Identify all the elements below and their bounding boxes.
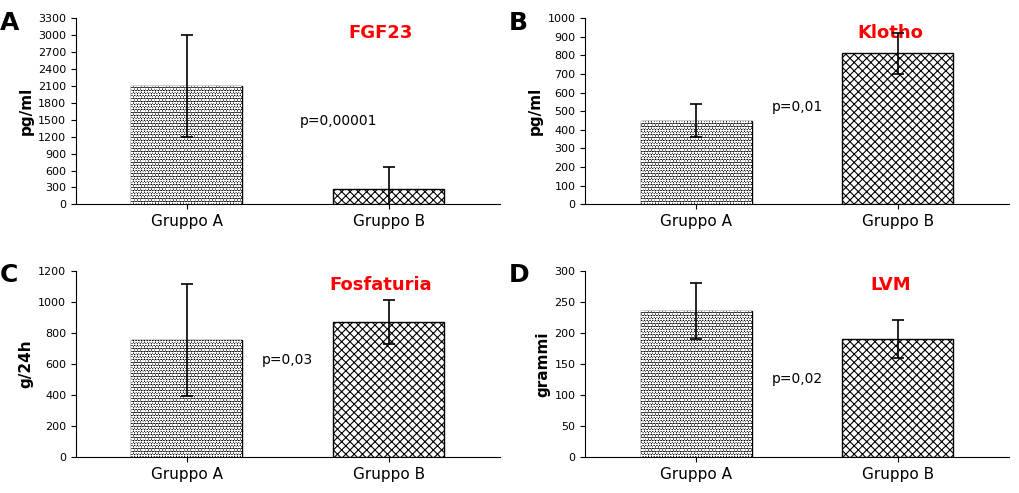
Bar: [131, 86, 243, 205]
Text: Klotho: Klotho: [856, 24, 922, 41]
Bar: [333, 322, 443, 457]
Y-axis label: pg/ml: pg/ml: [528, 87, 543, 136]
Bar: [333, 189, 443, 205]
Bar: [842, 339, 953, 457]
Bar: [131, 86, 243, 205]
Y-axis label: grammi: grammi: [535, 331, 549, 397]
Text: A: A: [0, 10, 19, 35]
Bar: [640, 120, 751, 205]
Bar: [640, 120, 751, 205]
Bar: [333, 189, 443, 205]
Bar: [842, 53, 953, 205]
Text: LVM: LVM: [869, 277, 910, 294]
Bar: [333, 322, 443, 457]
Text: B: B: [508, 10, 527, 35]
Bar: [842, 339, 953, 457]
Text: p=0,01: p=0,01: [770, 101, 821, 114]
Text: FGF23: FGF23: [348, 24, 413, 41]
Bar: [640, 311, 751, 457]
Text: p=0,02: p=0,02: [770, 372, 821, 386]
Text: Fosfaturia: Fosfaturia: [329, 277, 432, 294]
Bar: [842, 53, 953, 205]
Text: D: D: [508, 263, 529, 287]
Y-axis label: g/24h: g/24h: [18, 340, 34, 388]
Text: p=0,03: p=0,03: [262, 353, 313, 367]
Bar: [131, 340, 243, 457]
Text: C: C: [0, 263, 18, 287]
Text: p=0,00001: p=0,00001: [300, 113, 377, 128]
Bar: [640, 311, 751, 457]
Bar: [131, 340, 243, 457]
Y-axis label: pg/ml: pg/ml: [18, 87, 34, 136]
